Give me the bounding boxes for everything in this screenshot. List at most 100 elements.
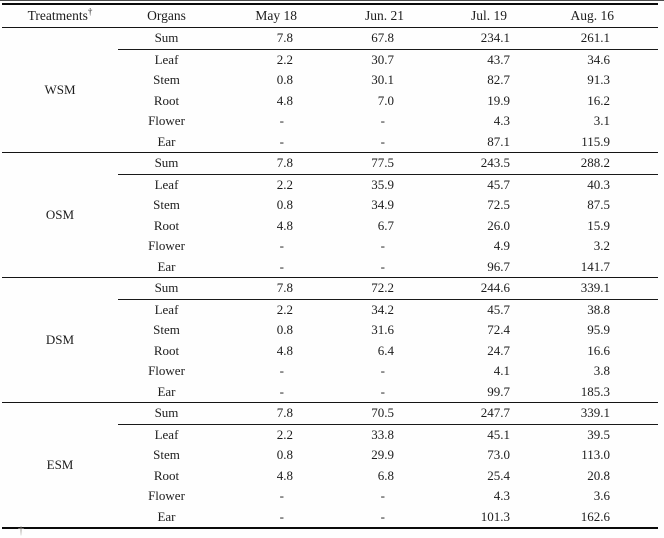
value-cell: 40.3 bbox=[587, 176, 610, 192]
table-row: Ear - -87.1 115.9 bbox=[2, 131, 658, 153]
organ-label: Ear bbox=[118, 381, 215, 403]
value-cell: 7.8 bbox=[215, 152, 322, 175]
value-cell: 29.9 bbox=[371, 447, 394, 462]
value-cell: - bbox=[380, 363, 385, 378]
value-cell: 38.8 bbox=[587, 301, 610, 317]
table-row: Leaf 2.2 34.2 45.7 38.8 bbox=[2, 299, 658, 320]
organ-label: Stem bbox=[153, 197, 180, 212]
date-column-header-aug16: Aug. 16 bbox=[537, 4, 658, 28]
value-cell: 4.8 bbox=[276, 467, 293, 483]
organ-label: Root bbox=[153, 342, 180, 358]
treatment-label: DSM bbox=[2, 277, 118, 403]
value-cell: 15.9 bbox=[587, 217, 610, 233]
organ-label: Root bbox=[153, 467, 180, 483]
dagger-footnote-marker: † bbox=[87, 6, 93, 17]
organ-label: Leaf bbox=[154, 426, 179, 442]
value-cell: 0.8 bbox=[276, 197, 293, 212]
table-row: Stem 0.8 34.9 72.5 87.5 bbox=[2, 195, 658, 216]
value-cell: 20.8 bbox=[587, 467, 610, 483]
value-cell: 26.0 bbox=[487, 217, 510, 233]
value-cell: 244.6 bbox=[430, 277, 537, 300]
organ-label: Leaf bbox=[154, 301, 179, 317]
table-row: Flower - - 4.9 3.2 bbox=[2, 236, 658, 257]
value-cell: 72.2 bbox=[322, 277, 430, 300]
value-cell: - bbox=[322, 256, 430, 278]
value-cell: 33.8 bbox=[371, 426, 394, 442]
treatment-label: ESM bbox=[2, 402, 118, 529]
value-cell: 30.1 bbox=[371, 72, 394, 87]
value-cell: 43.7 bbox=[487, 51, 510, 67]
value-cell: - bbox=[322, 506, 430, 529]
date-column-header-jun21: Jun. 21 bbox=[322, 4, 430, 28]
table-row: Ear - -101.3 162.6 bbox=[2, 506, 658, 529]
organ-label: Sum bbox=[118, 402, 215, 425]
value-cell: 113.0 bbox=[581, 447, 610, 462]
organ-label: Root bbox=[153, 92, 180, 108]
value-cell: 7.8 bbox=[215, 277, 322, 300]
table-row: ESM Sum 7.8 70.5 247.7 339.1 bbox=[2, 402, 658, 529]
value-cell: - bbox=[279, 488, 284, 503]
organ-label: Flower bbox=[148, 113, 185, 128]
value-cell: 2.2 bbox=[276, 51, 293, 67]
value-cell: 16.6 bbox=[587, 342, 610, 358]
header-row: Treatments† Organs May 18 Jun. 21 Jul. 1… bbox=[2, 4, 658, 28]
value-cell: 162.6 bbox=[537, 506, 658, 529]
value-cell: 3.2 bbox=[593, 238, 610, 253]
value-cell: - bbox=[279, 113, 284, 128]
table-row: Leaf 2.2 35.9 45.7 40.3 bbox=[2, 174, 658, 195]
table-row: Flower - - 4.1 3.8 bbox=[2, 361, 658, 382]
table-row: Root 4.8 7.0 19.9 16.2 bbox=[2, 91, 658, 112]
table-row: Root 4.8 6.8 25.4 20.8 bbox=[2, 466, 658, 487]
value-cell: 6.4 bbox=[377, 342, 394, 358]
value-cell: 39.5 bbox=[587, 426, 610, 442]
value-cell: - bbox=[279, 363, 284, 378]
treatment-label: OSM bbox=[2, 152, 118, 278]
value-cell: 87.5 bbox=[587, 197, 610, 212]
value-cell: 339.1 bbox=[537, 277, 658, 300]
footnote-dagger-partial: † bbox=[18, 523, 24, 537]
value-cell: 4.3 bbox=[493, 113, 510, 128]
table-row: Flower - - 4.3 3.1 bbox=[2, 111, 658, 132]
organ-label: Ear bbox=[118, 256, 215, 278]
value-cell: 30.7 bbox=[371, 51, 394, 67]
organ-label: Flower bbox=[148, 363, 185, 378]
value-cell: 0.8 bbox=[276, 72, 293, 87]
date-column-header-jul19: Jul. 19 bbox=[430, 4, 537, 28]
organ-label: Flower bbox=[148, 488, 185, 503]
organ-label: Flower bbox=[148, 238, 185, 253]
value-cell: 67.8 bbox=[322, 27, 430, 50]
value-cell: 16.2 bbox=[587, 92, 610, 108]
table-row: DSM Sum 7.8 72.2 244.6 339.1 bbox=[2, 277, 658, 403]
value-cell: 34.2 bbox=[371, 301, 394, 317]
table-row: Flower - - 4.3 3.6 bbox=[2, 486, 658, 507]
table-row: Root 4.8 6.4 24.7 16.6 bbox=[2, 341, 658, 362]
value-cell: - bbox=[380, 238, 385, 253]
date-column-header-may18: May 18 bbox=[215, 4, 322, 28]
treatments-organs-table: Treatments† Organs May 18 Jun. 21 Jul. 1… bbox=[2, 3, 658, 529]
value-cell: 77.5 bbox=[322, 152, 430, 175]
organ-label: Ear bbox=[118, 506, 215, 529]
value-cell: 3.6 bbox=[593, 488, 610, 503]
value-cell: 288.2 bbox=[537, 152, 658, 175]
value-cell: 72.5 bbox=[487, 197, 510, 212]
value-cell: 7.8 bbox=[215, 402, 322, 425]
value-cell: 73.0 bbox=[487, 447, 510, 462]
value-cell: 234.1 bbox=[430, 27, 537, 50]
table-body: WSM Sum 7.8 67.8 234.1 261.1 Leaf 2.2 30.7 43.7 34… bbox=[2, 27, 658, 529]
value-cell: 19.9 bbox=[487, 92, 510, 108]
value-cell: - bbox=[215, 131, 322, 153]
value-cell: 45.7 bbox=[487, 176, 510, 192]
treatments-header-label: Treatments bbox=[27, 8, 88, 23]
organ-label: Stem bbox=[153, 322, 180, 337]
organ-label: Sum bbox=[118, 27, 215, 50]
value-cell: 70.5 bbox=[322, 402, 430, 425]
value-cell: 3.8 bbox=[593, 363, 610, 378]
value-cell: 4.8 bbox=[276, 342, 293, 358]
value-cell: 91.3 bbox=[587, 72, 610, 87]
table-row: Stem 0.8 29.9 73.0 113.0 bbox=[2, 445, 658, 466]
value-cell: 99.7 bbox=[430, 381, 537, 403]
value-cell: 115.9 bbox=[537, 131, 658, 153]
organ-label: Leaf bbox=[154, 176, 179, 192]
value-cell: 34.9 bbox=[371, 197, 394, 212]
